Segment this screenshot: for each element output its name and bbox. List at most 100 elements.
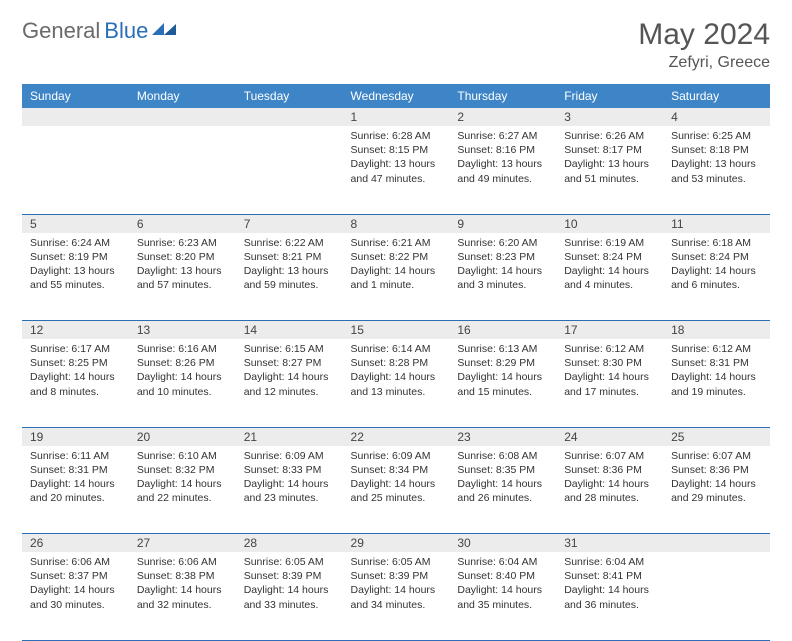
day-cell-body: Sunrise: 6:26 AMSunset: 8:17 PMDaylight:…: [556, 126, 663, 190]
day-cell: Sunrise: 6:24 AMSunset: 8:19 PMDaylight:…: [22, 233, 129, 321]
day-number-cell: 26: [22, 534, 129, 553]
day-number-cell: 6: [129, 214, 236, 233]
sunset-line: Sunset: 8:35 PM: [457, 463, 548, 477]
sunset-line: Sunset: 8:30 PM: [564, 356, 655, 370]
day-cell: Sunrise: 6:21 AMSunset: 8:22 PMDaylight:…: [343, 233, 450, 321]
daylight-line: Daylight: 14 hours and 28 minutes.: [564, 477, 655, 505]
sunrise-line: Sunrise: 6:05 AM: [244, 555, 335, 569]
day-number-cell: 31: [556, 534, 663, 553]
day-number-cell: 20: [129, 427, 236, 446]
day-cell: [22, 126, 129, 214]
day-content-row: Sunrise: 6:11 AMSunset: 8:31 PMDaylight:…: [22, 446, 770, 534]
day-cell-body: Sunrise: 6:12 AMSunset: 8:30 PMDaylight:…: [556, 339, 663, 403]
day-cell: Sunrise: 6:07 AMSunset: 8:36 PMDaylight:…: [663, 446, 770, 534]
sunset-line: Sunset: 8:39 PM: [351, 569, 442, 583]
header: GeneralBlue May 2024 Zefyri, Greece: [22, 18, 770, 72]
day-number-cell: 28: [236, 534, 343, 553]
day-header: Thursday: [449, 84, 556, 108]
day-cell-body: Sunrise: 6:19 AMSunset: 8:24 PMDaylight:…: [556, 233, 663, 297]
sunset-line: Sunset: 8:24 PM: [564, 250, 655, 264]
day-number-cell: [22, 108, 129, 126]
day-cell: Sunrise: 6:27 AMSunset: 8:16 PMDaylight:…: [449, 126, 556, 214]
sunset-line: Sunset: 8:24 PM: [671, 250, 762, 264]
day-number-cell: 13: [129, 321, 236, 340]
day-number-cell: 3: [556, 108, 663, 126]
day-cell-body: Sunrise: 6:17 AMSunset: 8:25 PMDaylight:…: [22, 339, 129, 403]
day-cell: Sunrise: 6:15 AMSunset: 8:27 PMDaylight:…: [236, 339, 343, 427]
day-cell-body: Sunrise: 6:23 AMSunset: 8:20 PMDaylight:…: [129, 233, 236, 297]
day-number-cell: [129, 108, 236, 126]
day-number-cell: 4: [663, 108, 770, 126]
daylight-line: Daylight: 13 hours and 53 minutes.: [671, 157, 762, 185]
day-number-row: 262728293031: [22, 534, 770, 553]
logo: GeneralBlue: [22, 18, 178, 44]
day-content-row: Sunrise: 6:17 AMSunset: 8:25 PMDaylight:…: [22, 339, 770, 427]
day-cell: Sunrise: 6:17 AMSunset: 8:25 PMDaylight:…: [22, 339, 129, 427]
sunrise-line: Sunrise: 6:28 AM: [351, 129, 442, 143]
day-cell: Sunrise: 6:04 AMSunset: 8:41 PMDaylight:…: [556, 552, 663, 640]
day-content-row: Sunrise: 6:24 AMSunset: 8:19 PMDaylight:…: [22, 233, 770, 321]
day-header: Tuesday: [236, 84, 343, 108]
day-cell: Sunrise: 6:26 AMSunset: 8:17 PMDaylight:…: [556, 126, 663, 214]
page-title: May 2024: [638, 18, 770, 52]
day-number-cell: 16: [449, 321, 556, 340]
sunrise-line: Sunrise: 6:07 AM: [671, 449, 762, 463]
day-cell-body: Sunrise: 6:04 AMSunset: 8:40 PMDaylight:…: [449, 552, 556, 616]
day-cell-body: Sunrise: 6:24 AMSunset: 8:19 PMDaylight:…: [22, 233, 129, 297]
sunrise-line: Sunrise: 6:08 AM: [457, 449, 548, 463]
sunset-line: Sunset: 8:16 PM: [457, 143, 548, 157]
day-header: Monday: [129, 84, 236, 108]
sunset-line: Sunset: 8:36 PM: [671, 463, 762, 477]
sunset-line: Sunset: 8:27 PM: [244, 356, 335, 370]
day-number-cell: 9: [449, 214, 556, 233]
day-number-cell: [236, 108, 343, 126]
sunrise-line: Sunrise: 6:04 AM: [564, 555, 655, 569]
daylight-line: Daylight: 13 hours and 47 minutes.: [351, 157, 442, 185]
sunrise-line: Sunrise: 6:20 AM: [457, 236, 548, 250]
day-header: Wednesday: [343, 84, 450, 108]
title-block: May 2024 Zefyri, Greece: [638, 18, 770, 72]
day-number-cell: 29: [343, 534, 450, 553]
logo-text-blue: Blue: [104, 18, 148, 44]
day-cell-body: Sunrise: 6:18 AMSunset: 8:24 PMDaylight:…: [663, 233, 770, 297]
sunset-line: Sunset: 8:31 PM: [671, 356, 762, 370]
day-cell-body: Sunrise: 6:08 AMSunset: 8:35 PMDaylight:…: [449, 446, 556, 510]
day-number-cell: 10: [556, 214, 663, 233]
day-cell-body: Sunrise: 6:07 AMSunset: 8:36 PMDaylight:…: [556, 446, 663, 510]
day-number-cell: 8: [343, 214, 450, 233]
day-header: Friday: [556, 84, 663, 108]
sunrise-line: Sunrise: 6:22 AM: [244, 236, 335, 250]
daylight-line: Daylight: 13 hours and 49 minutes.: [457, 157, 548, 185]
day-cell-body: Sunrise: 6:27 AMSunset: 8:16 PMDaylight:…: [449, 126, 556, 190]
day-cell-body: Sunrise: 6:16 AMSunset: 8:26 PMDaylight:…: [129, 339, 236, 403]
day-cell: Sunrise: 6:09 AMSunset: 8:33 PMDaylight:…: [236, 446, 343, 534]
sunset-line: Sunset: 8:26 PM: [137, 356, 228, 370]
day-number-cell: 5: [22, 214, 129, 233]
day-number-cell: 15: [343, 321, 450, 340]
day-cell-body: Sunrise: 6:13 AMSunset: 8:29 PMDaylight:…: [449, 339, 556, 403]
sunrise-line: Sunrise: 6:12 AM: [671, 342, 762, 356]
day-cell: Sunrise: 6:23 AMSunset: 8:20 PMDaylight:…: [129, 233, 236, 321]
day-number-cell: 25: [663, 427, 770, 446]
day-number-cell: 22: [343, 427, 450, 446]
sunrise-line: Sunrise: 6:18 AM: [671, 236, 762, 250]
day-number-cell: 21: [236, 427, 343, 446]
day-cell-body: Sunrise: 6:14 AMSunset: 8:28 PMDaylight:…: [343, 339, 450, 403]
sunrise-line: Sunrise: 6:14 AM: [351, 342, 442, 356]
sunrise-line: Sunrise: 6:26 AM: [564, 129, 655, 143]
day-number-cell: 17: [556, 321, 663, 340]
daylight-line: Daylight: 13 hours and 51 minutes.: [564, 157, 655, 185]
sunset-line: Sunset: 8:15 PM: [351, 143, 442, 157]
sunset-line: Sunset: 8:40 PM: [457, 569, 548, 583]
sunrise-line: Sunrise: 6:12 AM: [564, 342, 655, 356]
daylight-line: Daylight: 14 hours and 3 minutes.: [457, 264, 548, 292]
daylight-line: Daylight: 14 hours and 8 minutes.: [30, 370, 121, 398]
sunset-line: Sunset: 8:23 PM: [457, 250, 548, 264]
sunrise-line: Sunrise: 6:05 AM: [351, 555, 442, 569]
day-cell: Sunrise: 6:20 AMSunset: 8:23 PMDaylight:…: [449, 233, 556, 321]
daylight-line: Daylight: 14 hours and 12 minutes.: [244, 370, 335, 398]
day-cell: Sunrise: 6:22 AMSunset: 8:21 PMDaylight:…: [236, 233, 343, 321]
daylight-line: Daylight: 14 hours and 6 minutes.: [671, 264, 762, 292]
day-cell: Sunrise: 6:10 AMSunset: 8:32 PMDaylight:…: [129, 446, 236, 534]
sunrise-line: Sunrise: 6:09 AM: [351, 449, 442, 463]
